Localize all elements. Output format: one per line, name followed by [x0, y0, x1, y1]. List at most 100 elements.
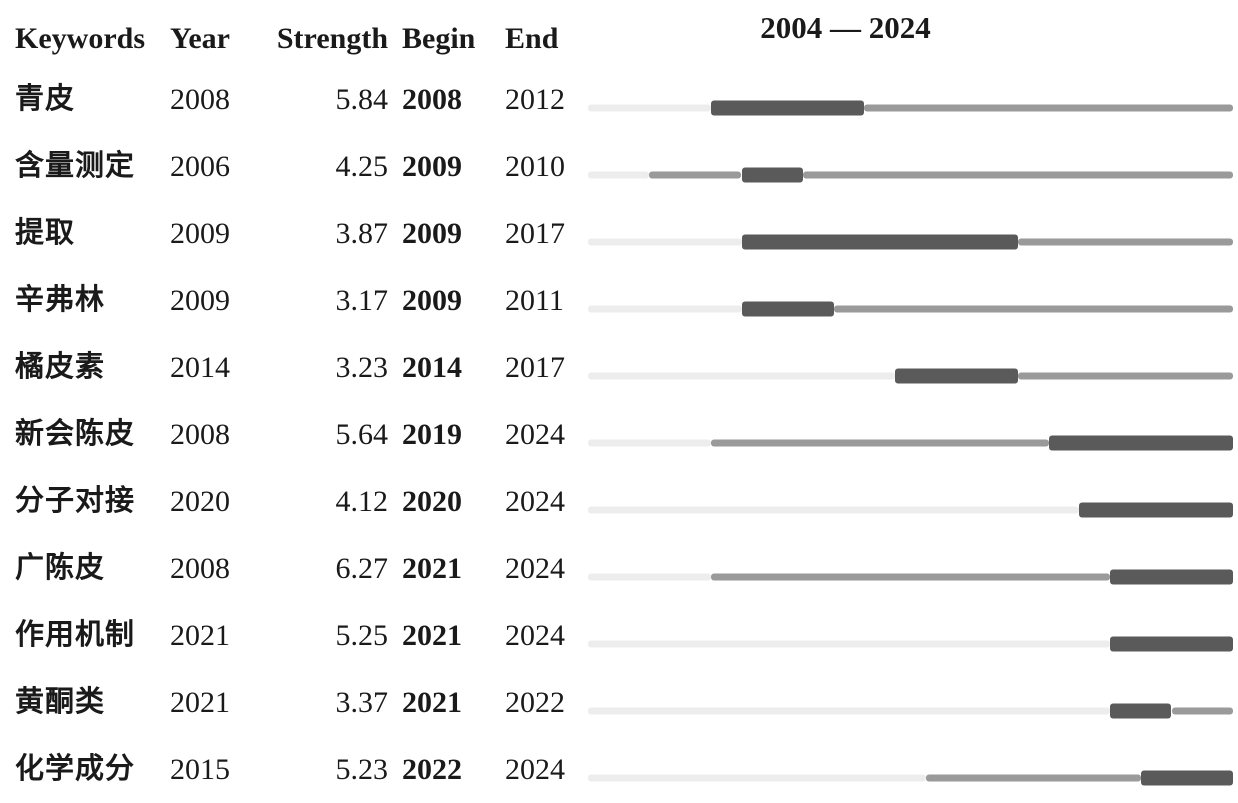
begin-cell: 2022 [402, 752, 462, 786]
year-cell: 2006 [170, 149, 230, 183]
keyword-cell: 辛弗林 [15, 284, 106, 316]
burst-timeline [588, 66, 1233, 133]
col-header-strength: Strength [276, 22, 388, 55]
timeline-segment [833, 305, 1233, 312]
keyword-cell: 橘皮素 [15, 351, 106, 383]
keyword-cell: 广陈皮 [15, 552, 106, 584]
table-row: 提取 2009 3.87 2009 2017 [0, 200, 1238, 267]
strength-cell: 3.87 [335, 216, 389, 250]
keyword-cell: 提取 [15, 217, 76, 249]
timeline-segment [588, 305, 742, 312]
burst-segment [1110, 569, 1233, 584]
timeline-segment [588, 372, 896, 379]
strength-cell: 3.17 [335, 283, 389, 317]
col-header-year: Year [170, 22, 230, 55]
burst-segment [1110, 636, 1233, 651]
keyword-cell: 新会陈皮 [15, 418, 136, 450]
keyword-cell: 作用机制 [15, 619, 136, 651]
table-row: 黄酮类 2021 3.37 2021 2022 [0, 669, 1238, 736]
begin-cell: 2021 [402, 685, 462, 719]
burst-segment [1048, 435, 1233, 450]
burst-segment [741, 301, 834, 316]
col-header-end: End [505, 22, 559, 55]
timeline-segment [710, 573, 1111, 580]
end-cell: 2022 [505, 685, 565, 719]
col-header-keywords: Keywords [15, 22, 145, 55]
burst-timeline [588, 401, 1233, 468]
begin-cell: 2009 [402, 216, 462, 250]
table-header: Keywords Year Strength Begin End 2004 — … [0, 12, 1238, 66]
begin-cell: 2009 [402, 283, 462, 317]
table-row: 含量测定 2006 4.25 2009 2010 [0, 133, 1238, 200]
strength-cell: 4.25 [335, 149, 389, 183]
burst-segment [741, 234, 1018, 249]
timeline-segment [588, 104, 711, 111]
timeline-segment [588, 506, 1080, 513]
burst-timeline [588, 133, 1233, 200]
end-cell: 2010 [505, 149, 565, 183]
burst-segment [1079, 502, 1233, 517]
begin-cell: 2009 [402, 149, 462, 183]
year-cell: 2021 [170, 685, 230, 719]
end-cell: 2024 [505, 752, 565, 786]
end-cell: 2024 [505, 618, 565, 652]
burst-timeline [588, 736, 1233, 803]
begin-cell: 2014 [402, 350, 462, 384]
burst-segment [1140, 770, 1233, 785]
burst-timeline [588, 334, 1233, 401]
year-cell: 2014 [170, 350, 230, 384]
end-cell: 2024 [505, 484, 565, 518]
timeline-segment [588, 707, 1111, 714]
year-cell: 2008 [170, 417, 230, 451]
strength-cell: 5.23 [335, 752, 389, 786]
begin-cell: 2019 [402, 417, 462, 451]
end-cell: 2017 [505, 216, 565, 250]
timeline-segment [803, 171, 1233, 178]
strength-cell: 5.64 [335, 417, 389, 451]
year-cell: 2015 [170, 752, 230, 786]
year-cell: 2020 [170, 484, 230, 518]
timeline-segment [588, 573, 711, 580]
timeline-segment [588, 439, 711, 446]
table-row: 广陈皮 2008 6.27 2021 2024 [0, 535, 1238, 602]
keyword-cell: 化学成分 [15, 753, 136, 785]
year-cell: 2009 [170, 216, 230, 250]
burst-segment [710, 100, 865, 115]
timeline-segment [588, 238, 742, 245]
end-cell: 2024 [505, 551, 565, 585]
table-row: 新会陈皮 2008 5.64 2019 2024 [0, 401, 1238, 468]
timeline-segment [588, 774, 926, 781]
burst-timeline [588, 267, 1233, 334]
burst-timeline [588, 602, 1233, 669]
timeline-segment [588, 171, 650, 178]
begin-cell: 2021 [402, 551, 462, 585]
timeline-segment [588, 640, 1111, 647]
burst-timeline [588, 535, 1233, 602]
begin-cell: 2021 [402, 618, 462, 652]
end-cell: 2011 [505, 283, 564, 317]
timeline-segment [1018, 372, 1233, 379]
year-cell: 2021 [170, 618, 230, 652]
burst-timeline [588, 468, 1233, 535]
strength-cell: 4.12 [335, 484, 389, 518]
table-row: 橘皮素 2014 3.23 2014 2017 [0, 334, 1238, 401]
table-row: 辛弗林 2009 3.17 2009 2011 [0, 267, 1238, 334]
end-cell: 2017 [505, 350, 565, 384]
keyword-cell: 黄酮类 [15, 686, 106, 718]
table-row: 分子对接 2020 4.12 2020 2024 [0, 468, 1238, 535]
begin-cell: 2020 [402, 484, 462, 518]
timeline-segment [710, 439, 1049, 446]
begin-cell: 2008 [402, 82, 462, 116]
timeline-segment [864, 104, 1233, 111]
strength-cell: 5.84 [335, 82, 389, 116]
table-row: 作用机制 2021 5.25 2021 2024 [0, 602, 1238, 669]
strength-cell: 3.23 [335, 350, 389, 384]
keyword-cell: 青皮 [15, 83, 76, 115]
timeline-segment [649, 171, 742, 178]
keyword-cell: 含量测定 [15, 150, 136, 182]
table-row: 化学成分 2015 5.23 2022 2024 [0, 736, 1238, 803]
col-header-begin: Begin [402, 22, 476, 55]
end-cell: 2024 [505, 417, 565, 451]
year-cell: 2008 [170, 82, 230, 116]
